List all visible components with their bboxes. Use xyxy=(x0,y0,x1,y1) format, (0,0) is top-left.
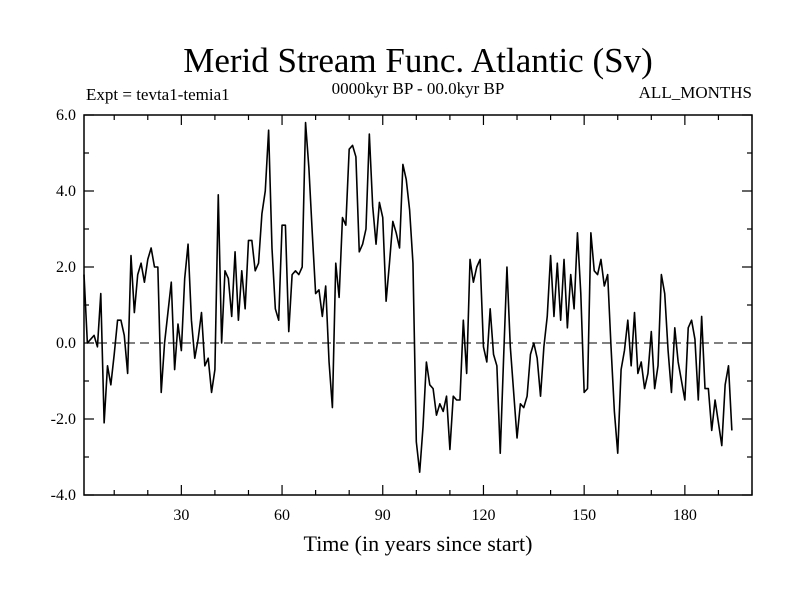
y-tick-label: 4.0 xyxy=(56,183,76,200)
x-axis-label: Time (in years since start) xyxy=(304,531,533,556)
chart-title: Merid Stream Func. Atlantic (Sv) xyxy=(183,41,653,80)
y-tick-label: -4.0 xyxy=(51,487,76,504)
months-label: ALL_MONTHS xyxy=(639,83,752,102)
x-tick-label: 150 xyxy=(572,507,596,524)
series-line-0 xyxy=(83,121,733,474)
plot-area xyxy=(83,121,752,474)
x-tick-label: 30 xyxy=(173,507,189,524)
x-tick-label: 90 xyxy=(375,507,391,524)
y-tick-label: -2.0 xyxy=(51,411,76,428)
x-tick-label: 120 xyxy=(471,507,495,524)
experiment-label: Expt = tevta1-temia1 xyxy=(86,85,230,104)
y-tick-label: 0.0 xyxy=(56,335,76,352)
x-tick-label: 180 xyxy=(673,507,697,524)
y-tick-label: 6.0 xyxy=(56,107,76,124)
y-tick-label: 2.0 xyxy=(56,259,76,276)
period-label: 0000kyr BP - 00.0kyr BP xyxy=(332,79,505,98)
axis-ticks: 30 60 90 120 150 180 -4.0 -2.0 0.0 2.0 4.0 6.0 xyxy=(51,107,753,524)
x-tick-label: 60 xyxy=(274,507,290,524)
